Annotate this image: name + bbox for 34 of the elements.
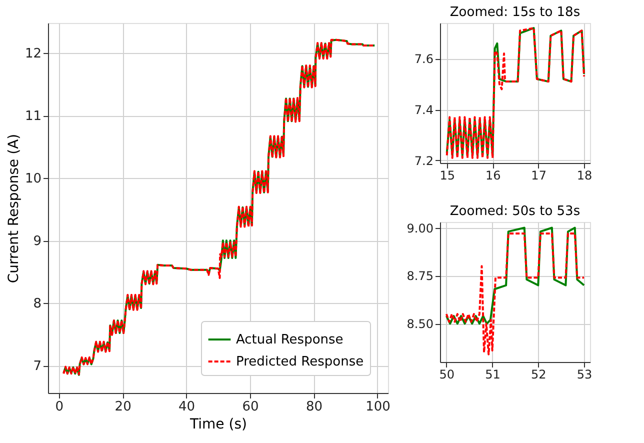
- y-tick-label: 8: [33, 296, 42, 312]
- line-series: [445, 232, 586, 356]
- x-tick-label: 40: [178, 400, 196, 414]
- y-tick-label: 8.50: [406, 317, 434, 332]
- x-tick-label: 53: [576, 368, 592, 382]
- x-tick-label: 52: [531, 368, 546, 382]
- chart-title: Zoomed: 15s to 18s: [450, 5, 580, 20]
- legend-label: Predicted Response: [236, 354, 364, 370]
- y-tick-label: 9.00: [406, 221, 434, 236]
- x-tick-label: 80: [306, 400, 323, 414]
- y-tick-label: 10: [24, 172, 42, 186]
- y-axis-title: Current Response (A): [6, 134, 22, 284]
- y-tick-label: 12: [24, 46, 42, 62]
- x-tick-label: 60: [242, 400, 259, 414]
- y-tick-label: 11: [24, 109, 42, 124]
- x-tick-label: 18: [576, 168, 592, 182]
- x-tick-label: 17: [531, 168, 546, 182]
- x-tick-label: 16: [485, 168, 501, 182]
- x-tick-label: 100: [366, 400, 390, 414]
- chart-title: Zoomed: 50s to 53s: [450, 204, 580, 219]
- x-tick-label: 0: [55, 400, 64, 414]
- legend-label: Actual Response: [236, 332, 344, 348]
- x-axis-title: Time (s): [189, 416, 247, 432]
- x-tick-label: 20: [114, 400, 132, 414]
- x-tick-label: 50: [439, 368, 455, 382]
- y-tick-label: 8.75: [406, 269, 434, 284]
- y-tick-label: 7.6: [414, 52, 434, 66]
- y-tick-label: 9: [33, 234, 42, 249]
- y-tick-label: 7.2: [414, 154, 434, 168]
- x-tick-label: 51: [485, 368, 500, 382]
- y-tick-label: 7: [33, 359, 42, 374]
- x-tick-label: 15: [440, 168, 455, 182]
- line-series: [445, 226, 586, 325]
- y-tick-label: 7.4: [414, 103, 434, 118]
